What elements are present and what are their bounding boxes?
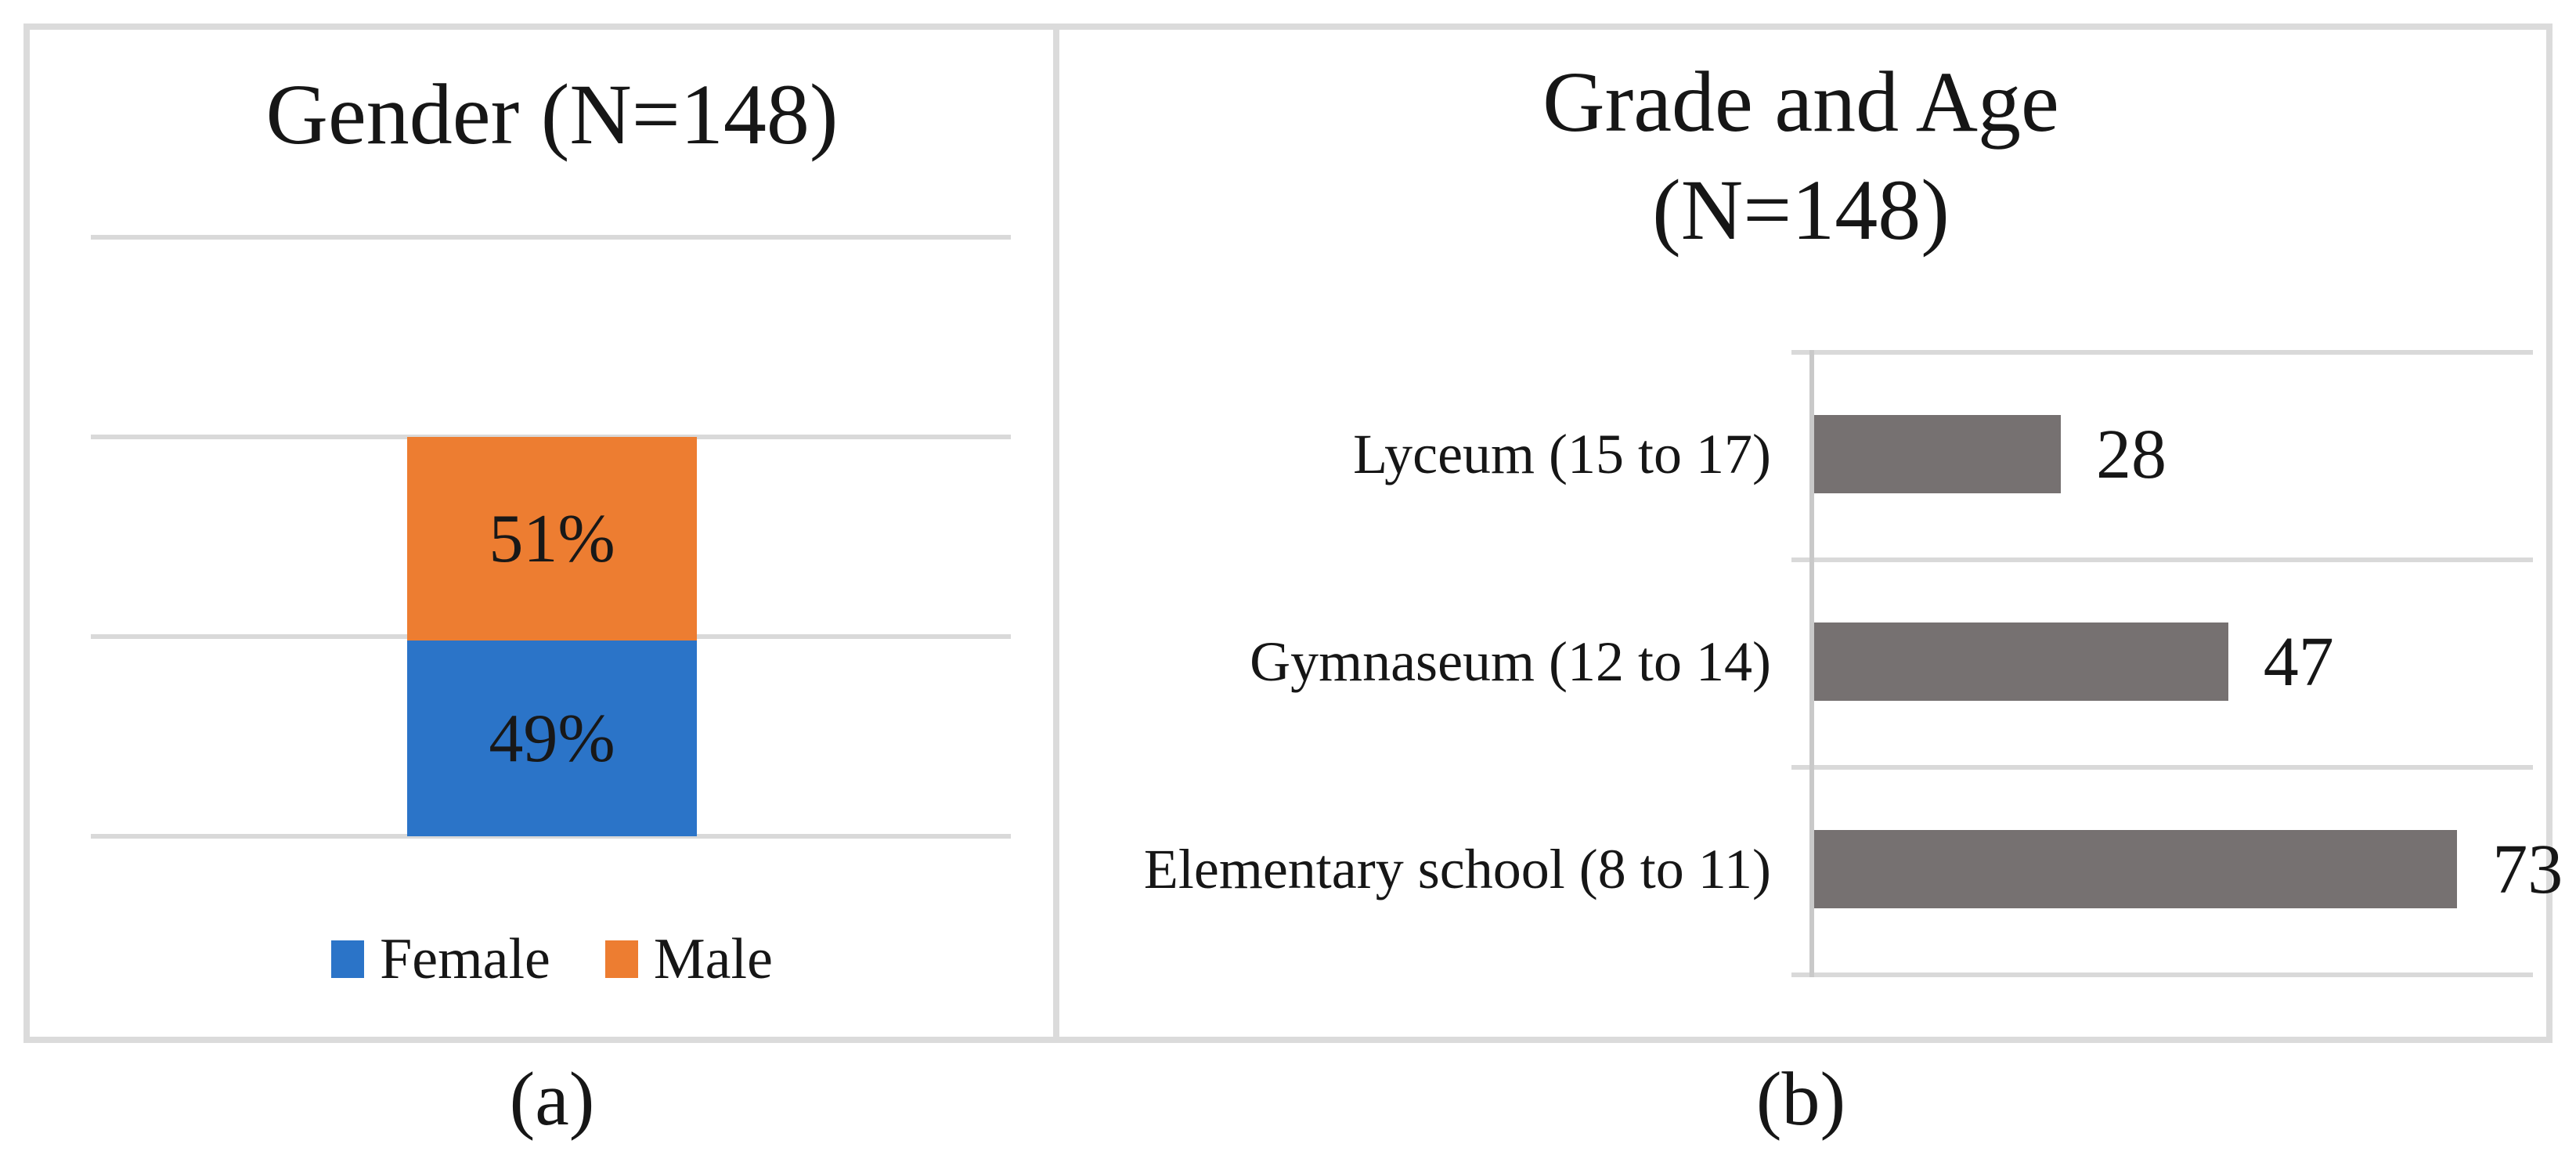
gridline bbox=[91, 235, 1011, 240]
female-legend-label: Female bbox=[380, 926, 550, 991]
grade-age-chart-title: Grade and Age (N=148) bbox=[1292, 49, 2310, 264]
bar-lyceum bbox=[1814, 415, 2061, 493]
caption-b: (b) bbox=[1755, 1057, 1846, 1142]
category-axis-line bbox=[1809, 350, 1814, 977]
gridline bbox=[91, 834, 1011, 839]
gridline bbox=[1791, 765, 2533, 770]
male-legend-label: Male bbox=[653, 926, 773, 991]
value-label-lyceum: 28 bbox=[2096, 415, 2167, 493]
gridline bbox=[1791, 350, 2533, 355]
male-percent-label: 51% bbox=[489, 500, 615, 577]
male-legend-swatch-icon bbox=[604, 940, 638, 978]
male-segment: 51% bbox=[407, 437, 697, 641]
panel-divider bbox=[1053, 23, 1059, 1043]
grade-age-title-line1: Grade and Age bbox=[1542, 54, 2059, 150]
grade-age-title-line2: (N=148) bbox=[1652, 161, 1950, 258]
legend-item-female: Female bbox=[331, 926, 550, 993]
gender-legend: Female Male bbox=[98, 912, 1006, 1006]
gridline bbox=[1791, 558, 2533, 562]
bar-gymnaseum bbox=[1814, 622, 2228, 701]
category-label-elementary: Elementary school (8 to 11) bbox=[1143, 837, 1771, 900]
caption-a: (a) bbox=[509, 1057, 595, 1142]
stacked-column: 51% 49% bbox=[407, 437, 697, 836]
gender-chart-title: Gender (N=148) bbox=[265, 67, 839, 162]
legend-item-male: Male bbox=[604, 926, 773, 993]
category-label-gymnaseum: Gymnaseum (12 to 14) bbox=[1250, 630, 1771, 693]
category-label-lyceum: Lyceum (15 to 17) bbox=[1353, 422, 1771, 485]
female-legend-swatch-icon bbox=[331, 940, 365, 978]
gridline bbox=[1791, 973, 2533, 977]
bar-elementary bbox=[1814, 830, 2458, 908]
female-segment: 49% bbox=[407, 641, 697, 836]
value-label-elementary: 73 bbox=[2492, 830, 2563, 908]
value-label-gymnaseum: 47 bbox=[2263, 622, 2334, 701]
female-percent-label: 49% bbox=[489, 700, 615, 777]
